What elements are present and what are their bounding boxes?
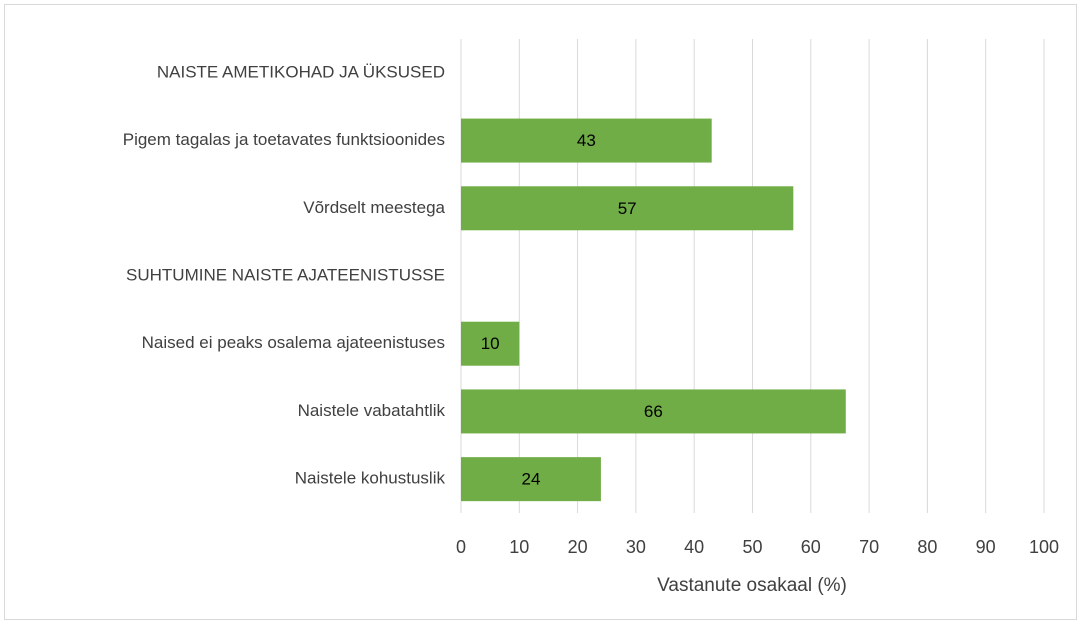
x-tick-label: 50 [742, 537, 762, 557]
y-tick-label: NAISTE AMETIKOHAD JA ÜKSUSED [157, 62, 445, 81]
y-tick-label: Naistele vabatahtlik [298, 401, 446, 420]
x-axis-title: Vastanute osakaal (%) [657, 575, 847, 596]
x-tick-label: 90 [976, 537, 996, 557]
y-tick-label: Naistele kohustuslik [295, 469, 446, 488]
bar [461, 389, 846, 434]
x-tick-label: 80 [917, 537, 937, 557]
x-tick-label: 30 [626, 537, 646, 557]
x-tick-label: 0 [456, 537, 466, 557]
y-tick-label: Pigem tagalas ja toetavates funktsioonid… [123, 130, 445, 149]
x-tick-label: 60 [801, 537, 821, 557]
data-label: 57 [618, 199, 637, 218]
data-label: 24 [521, 470, 540, 489]
bar [461, 186, 794, 231]
bar [461, 118, 712, 163]
x-tick-label: 20 [568, 537, 588, 557]
bar [461, 321, 520, 366]
data-label: 43 [577, 131, 596, 150]
bar [461, 457, 601, 502]
x-tick-label: 10 [509, 537, 529, 557]
x-tick-label: 100 [1029, 537, 1059, 557]
x-tick-label: 40 [684, 537, 704, 557]
chart-border [4, 4, 1077, 620]
data-label: 66 [644, 402, 663, 421]
data-label: 10 [481, 334, 500, 353]
y-tick-label: Naised ei peaks osalema ajateenistuses [142, 333, 445, 352]
y-tick-label: SUHTUMINE NAISTE AJATEENISTUSSE [126, 265, 445, 284]
y-tick-label: Võrdselt meestega [303, 198, 445, 217]
x-tick-label: 70 [859, 537, 879, 557]
